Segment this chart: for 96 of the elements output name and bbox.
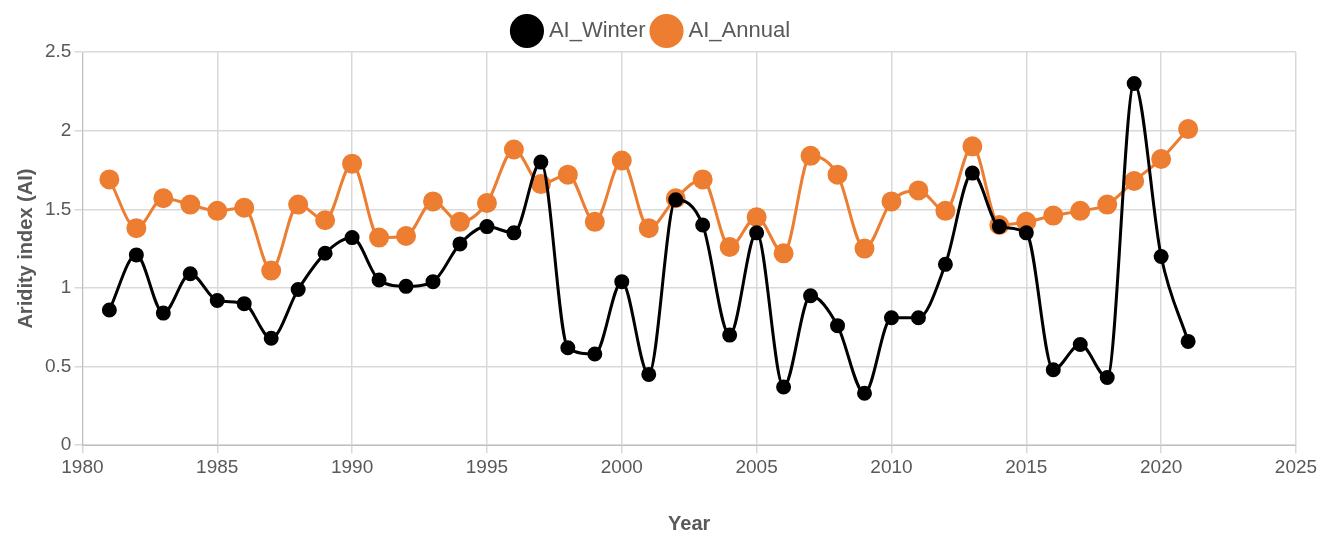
y-tick-label: 1.5 xyxy=(44,197,72,219)
point xyxy=(1099,370,1115,386)
x-tick-label: 2015 xyxy=(1005,455,1048,477)
point xyxy=(883,310,899,326)
point xyxy=(830,318,846,334)
point xyxy=(396,226,417,247)
point xyxy=(854,238,875,259)
point xyxy=(288,194,309,215)
point xyxy=(236,296,252,312)
point xyxy=(182,266,198,282)
x-tick-label: 2010 xyxy=(870,455,913,477)
point xyxy=(207,200,228,221)
point xyxy=(479,219,495,235)
legend-label: AI_Winter xyxy=(548,17,646,43)
point xyxy=(1124,170,1145,191)
point xyxy=(803,288,819,304)
x-tick-label: 2005 xyxy=(735,455,778,477)
point xyxy=(1180,333,1196,349)
point xyxy=(722,327,738,343)
point xyxy=(234,197,255,218)
point xyxy=(126,218,147,239)
point xyxy=(1045,362,1061,378)
point xyxy=(719,237,740,258)
y-tick-label: 0.5 xyxy=(44,354,72,376)
point xyxy=(746,207,767,228)
point xyxy=(476,192,497,213)
point xyxy=(1070,200,1091,221)
point xyxy=(827,164,848,185)
legend-label: AI_Annual xyxy=(688,17,791,43)
point xyxy=(371,272,387,288)
point xyxy=(449,211,470,232)
point xyxy=(344,230,360,246)
point xyxy=(881,191,902,212)
point xyxy=(695,217,711,233)
point xyxy=(1018,225,1034,241)
point xyxy=(209,293,225,308)
point xyxy=(560,340,576,356)
point xyxy=(263,330,279,346)
point xyxy=(315,210,336,231)
y-tick-label: 2.5 xyxy=(44,40,72,62)
point xyxy=(128,247,144,263)
point xyxy=(776,379,792,395)
point xyxy=(584,211,605,232)
point xyxy=(1072,337,1088,353)
point xyxy=(506,225,522,241)
point xyxy=(101,302,117,318)
point xyxy=(800,145,821,166)
x-tick-label: 2025 xyxy=(1274,455,1318,477)
point xyxy=(290,281,306,297)
point xyxy=(641,366,657,382)
x-axis-title: Year xyxy=(668,511,711,534)
point xyxy=(503,139,524,160)
point xyxy=(749,225,765,241)
point xyxy=(611,150,632,171)
point xyxy=(908,180,929,201)
point xyxy=(1126,75,1142,91)
point xyxy=(317,245,333,261)
point xyxy=(962,136,983,157)
point xyxy=(398,278,414,294)
point xyxy=(1097,194,1118,215)
point xyxy=(1043,205,1064,226)
point xyxy=(180,194,201,215)
point xyxy=(155,305,171,321)
point xyxy=(587,346,603,362)
point xyxy=(1151,148,1172,169)
point xyxy=(99,169,120,190)
y-tick-label: 0 xyxy=(60,433,72,455)
point xyxy=(533,154,549,170)
point xyxy=(261,260,282,281)
point xyxy=(1153,248,1169,264)
point xyxy=(452,236,468,252)
x-tick-label: 1980 xyxy=(61,455,104,477)
x-tick-label: 1995 xyxy=(465,455,509,477)
point xyxy=(342,153,363,174)
point xyxy=(425,274,441,290)
point xyxy=(369,227,390,248)
point xyxy=(1178,119,1199,140)
point xyxy=(910,310,926,326)
point xyxy=(773,243,794,264)
point xyxy=(153,188,174,209)
point xyxy=(423,191,444,212)
y-tick-label: 1 xyxy=(60,276,72,298)
x-tick-label: 2020 xyxy=(1140,455,1183,477)
y-tick-label: 2 xyxy=(60,118,72,140)
point xyxy=(937,256,953,272)
point xyxy=(614,274,630,290)
point xyxy=(857,385,872,401)
x-tick-label: 2000 xyxy=(600,455,643,477)
point xyxy=(638,218,659,239)
point xyxy=(557,164,578,185)
y-axis-title: Aridity index (AI) xyxy=(13,168,36,329)
x-tick-label: 1985 xyxy=(196,455,239,477)
point xyxy=(964,165,980,181)
point xyxy=(692,169,713,190)
x-tick-label: 1990 xyxy=(330,455,374,477)
point xyxy=(935,200,956,221)
